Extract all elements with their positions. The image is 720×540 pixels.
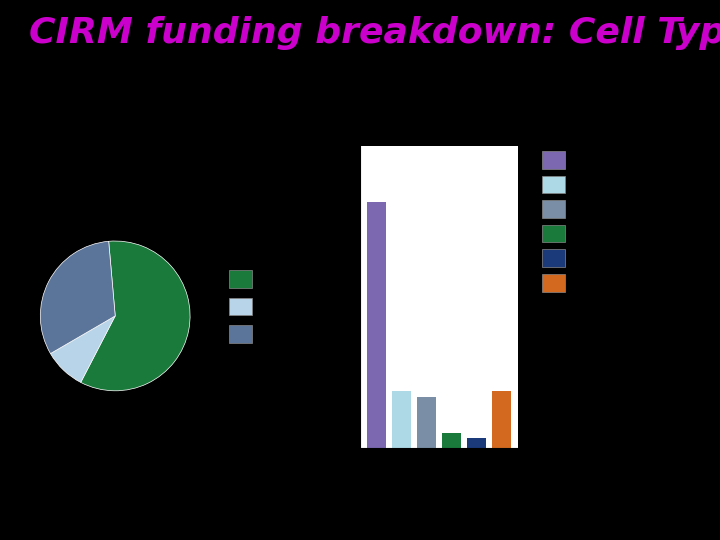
Bar bbox=[492, 391, 511, 448]
Legend: Research (59%), Training (9%), Facilities (32%): Research (59%), Training (9%), Facilitie… bbox=[225, 265, 366, 348]
Wedge shape bbox=[81, 241, 190, 391]
Bar bbox=[467, 437, 486, 448]
Text: Human stem cell usage: Human stem cell usage bbox=[393, 108, 629, 126]
Text: Note: several grants use multiple cell types: Note: several grants use multiple cell t… bbox=[346, 498, 544, 508]
Wedge shape bbox=[50, 316, 115, 382]
Text: Values represent number of grants using the indicated cell type: Values represent number of grants using … bbox=[346, 485, 636, 494]
Bar bbox=[442, 433, 461, 448]
Legend: Embryonic, iPS, Adult, Cancer, Other, Multiple: Embryonic, iPS, Adult, Cancer, Other, Mu… bbox=[537, 146, 646, 296]
Text: Funding intent: Funding intent bbox=[29, 108, 177, 126]
Text: CIRM funding breakdown: Cell Type: CIRM funding breakdown: Cell Type bbox=[29, 16, 720, 50]
Text: Values by funding level: Values by funding level bbox=[29, 484, 159, 494]
Bar bbox=[367, 202, 386, 448]
Bar bbox=[418, 397, 436, 448]
Bar bbox=[392, 391, 411, 448]
Wedge shape bbox=[40, 241, 115, 354]
